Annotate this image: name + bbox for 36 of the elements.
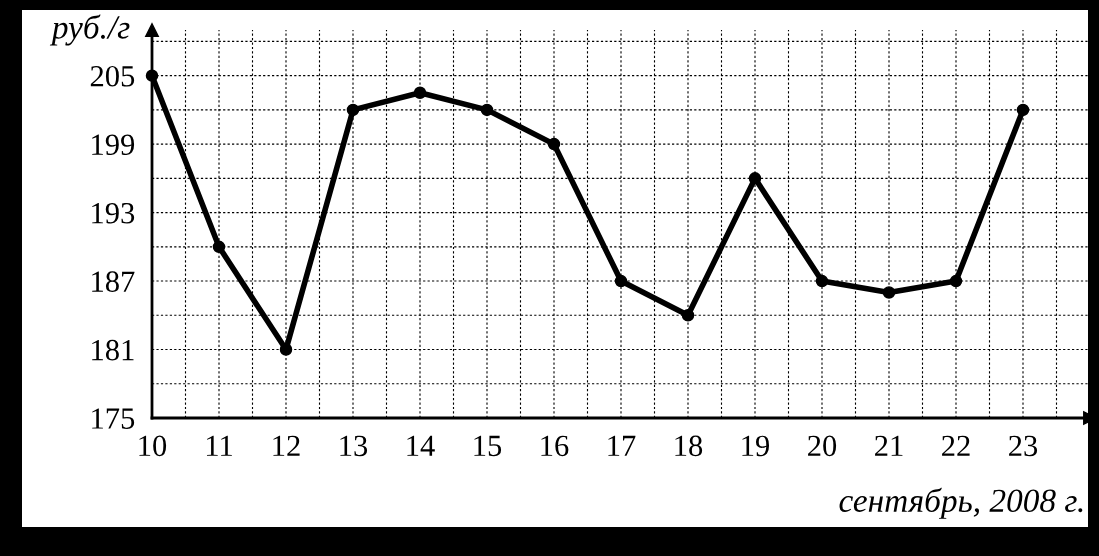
point: [413, 86, 427, 100]
point: [212, 240, 226, 254]
y-axis-title: руб./г: [49, 14, 130, 46]
y-tick-label: 199: [92, 134, 135, 156]
x-tick-label: 22: [942, 435, 970, 456]
y-tick-label: 205: [90, 65, 135, 87]
y-tick-label: 193: [92, 202, 135, 224]
point: [480, 103, 494, 117]
x-tick-label: 18: [675, 435, 703, 457]
point: [145, 69, 159, 82]
x-tick-label: 14: [407, 435, 435, 456]
x-tick-label: 20: [808, 435, 837, 457]
x-tick-label: 16: [541, 435, 569, 457]
point: [547, 137, 561, 151]
point: [614, 274, 628, 288]
x-tick-label: 21: [875, 435, 903, 456]
y-tick-label: 187: [92, 271, 135, 292]
x-tick-label: 15: [474, 435, 502, 457]
y-tick-label: 181: [92, 339, 134, 361]
point: [1016, 103, 1030, 117]
x-tick-label: 10: [139, 435, 167, 457]
point: [882, 286, 896, 299]
point: [279, 343, 293, 356]
x-tick-label: 17: [608, 435, 636, 456]
point: [748, 172, 762, 185]
x-tick-label: 23: [1009, 435, 1038, 457]
y-tick-label: 175: [92, 408, 135, 429]
point: [949, 274, 963, 288]
x-tick-label: 11: [206, 435, 232, 456]
x-tick-label: 12: [273, 435, 300, 456]
x-axis-title: сентябрь, 2008 г.: [839, 487, 1083, 519]
x-tick-label: 13: [340, 435, 368, 457]
point: [815, 274, 829, 288]
point: [346, 103, 360, 117]
x-tick-label: 19: [742, 435, 770, 457]
point: [681, 309, 695, 322]
